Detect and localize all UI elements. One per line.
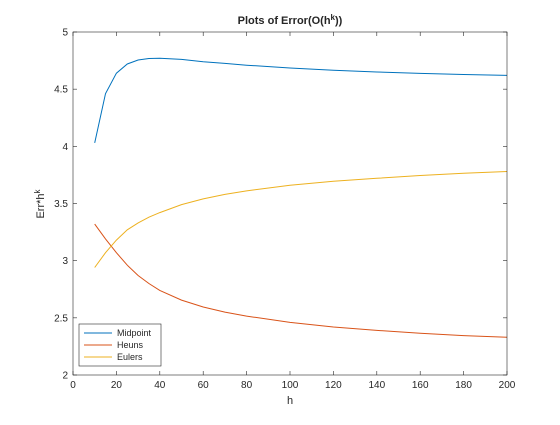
y-axis-label-main: Err*h <box>35 193 47 218</box>
y-tick-label: 2.5 <box>54 313 68 324</box>
x-tick-label: 20 <box>111 380 123 391</box>
x-axis-label: h <box>287 395 293 407</box>
x-tick-label: 80 <box>241 380 253 391</box>
y-axis-label: Err*hk <box>33 188 47 218</box>
plot-area-background <box>73 32 507 375</box>
chart-title: Plots of Error(O(hk)) <box>238 13 343 27</box>
legend-label-heuns: Heuns <box>117 340 144 350</box>
legend: Midpoint Heuns Eulers <box>78 323 162 367</box>
y-tick-label: 3 <box>62 256 68 267</box>
y-axis-ticks: 2 2.5 3 3.5 4 4.5 5 <box>54 28 507 382</box>
x-tick-label: 120 <box>325 380 342 391</box>
x-axis-ticks: 0 20 40 60 80 100 120 140 160 180 200 <box>70 32 516 391</box>
y-axis-label-superscript: k <box>33 188 42 193</box>
x-tick-label: 100 <box>282 380 299 391</box>
y-tick-label: 4 <box>62 142 68 153</box>
y-tick-label: 5 <box>62 28 68 39</box>
x-tick-label: 180 <box>455 380 472 391</box>
y-tick-label: 4.5 <box>54 85 68 96</box>
x-tick-label: 0 <box>70 380 76 391</box>
series-line-eulers <box>94 171 508 268</box>
y-tick-label: 2 <box>62 371 68 382</box>
x-tick-label: 160 <box>412 380 429 391</box>
x-tick-label: 140 <box>368 380 385 391</box>
chart-title-end: )) <box>335 15 343 27</box>
series-line-heuns <box>94 223 508 338</box>
chart-title-superscript: k <box>331 13 336 22</box>
x-tick-label: 200 <box>499 380 516 391</box>
legend-label-eulers: Eulers <box>117 352 143 362</box>
legend-label-midpoint: Midpoint <box>117 328 152 338</box>
x-tick-label: 60 <box>198 380 210 391</box>
y-tick-label: 3.5 <box>54 199 68 210</box>
x-tick-label: 40 <box>154 380 166 391</box>
series-layer <box>94 57 508 338</box>
chart-title-main: Plots of Error(O(h <box>238 15 331 27</box>
series-line-midpoint <box>94 57 508 144</box>
